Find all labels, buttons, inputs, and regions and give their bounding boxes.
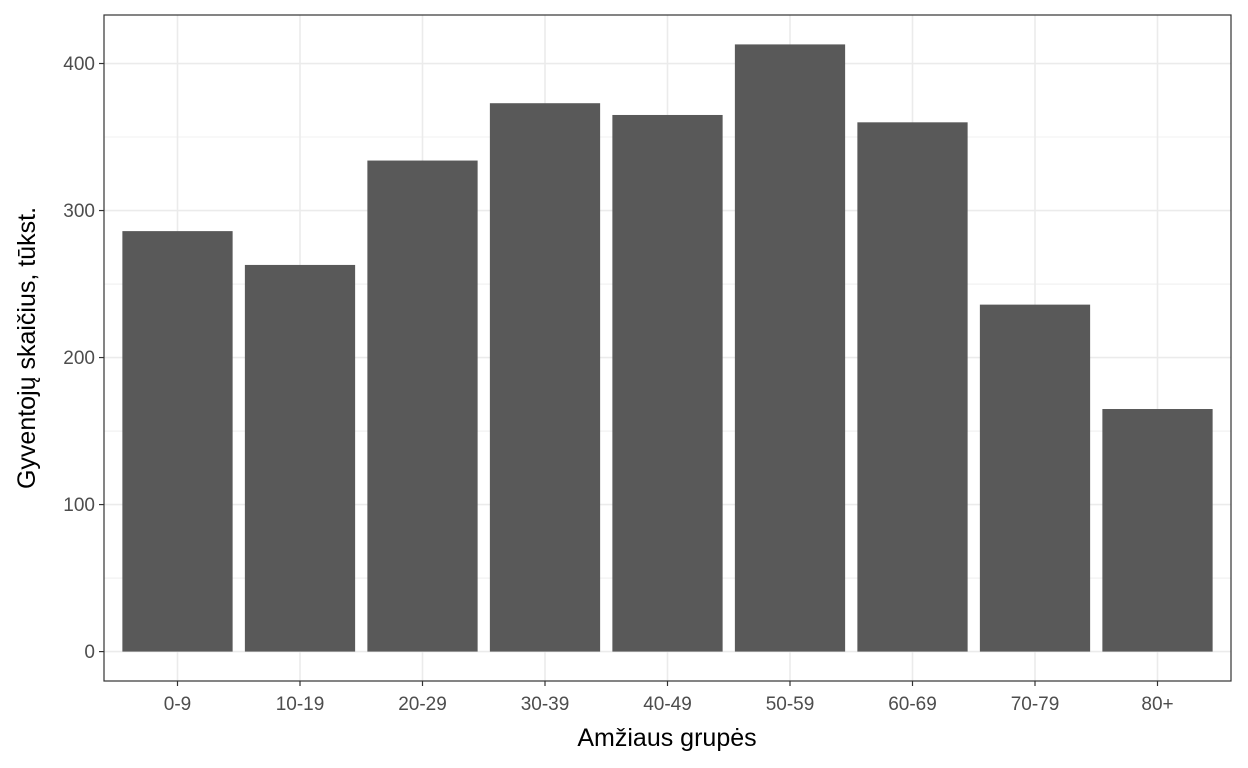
x-axis-title: Amžiaus grupės <box>577 724 756 752</box>
x-tick-label: 40-49 <box>643 694 692 715</box>
bar-50-59 <box>734 44 846 652</box>
x-tick-label: 80+ <box>1141 694 1173 715</box>
x-tick-label: 50-59 <box>766 694 815 715</box>
bars <box>122 44 1213 652</box>
bar-10-19 <box>244 264 356 652</box>
bar-30-39 <box>489 103 601 652</box>
bar-80+ <box>1102 409 1213 652</box>
x-tick-label: 0-9 <box>164 694 191 715</box>
bar-0-9 <box>122 231 233 652</box>
y-tick-label: 200 <box>63 348 95 369</box>
axes: 0 100 200 300 400 0-9 10-19 20-29 30-39 40-49 50-5… <box>63 54 1173 715</box>
y-tick-label: 400 <box>63 54 95 75</box>
y-tick-label: 0 <box>84 642 95 663</box>
bar-60-69 <box>857 122 968 652</box>
x-tick-label: 10-19 <box>276 694 325 715</box>
y-axis-title: Gyventojų skaičius, tūkst. <box>13 207 41 489</box>
y-tick-label: 300 <box>63 201 95 222</box>
bar-70-79 <box>979 304 1091 652</box>
bar-20-29 <box>367 160 478 652</box>
y-tick-label: 100 <box>63 495 95 516</box>
bar-40-49 <box>612 114 723 652</box>
x-tick-label: 30-39 <box>521 694 570 715</box>
x-tick-label: 60-69 <box>888 694 937 715</box>
x-tick-label: 70-79 <box>1011 694 1060 715</box>
x-tick-label: 20-29 <box>398 694 447 715</box>
